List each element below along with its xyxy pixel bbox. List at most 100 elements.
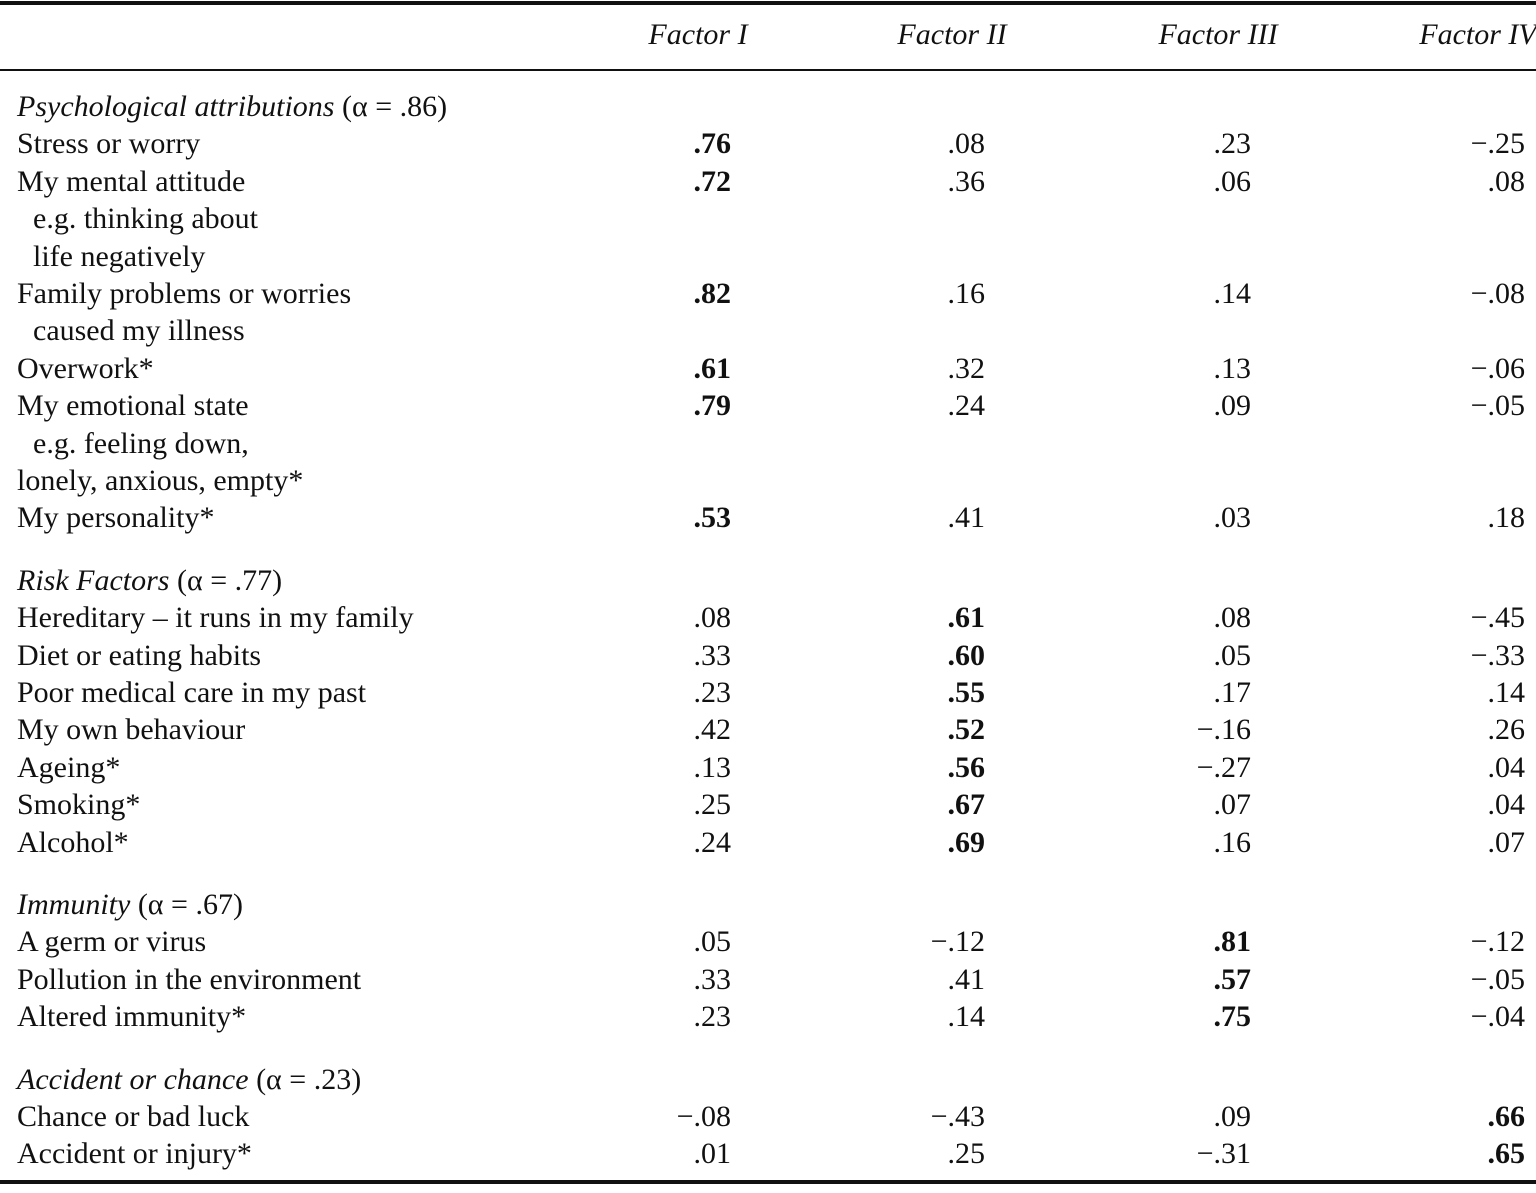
loading-value: .79 [693, 389, 732, 423]
item-label: Pollution in the environment [17, 962, 362, 996]
loading-value: .07 [1487, 825, 1526, 859]
group-heading: Accident or chance (α = .23) [17, 1061, 361, 1098]
loading-value: .69 [947, 825, 986, 859]
loading-value: .75 [1213, 1000, 1252, 1034]
loading-value: .13 [1213, 351, 1252, 385]
loading-value: .52 [947, 713, 986, 747]
loading-value: .25 [947, 1137, 986, 1171]
loading-value: .42 [693, 713, 732, 747]
loading-value: −.43 [930, 1100, 985, 1133]
loading-value: .03 [1213, 501, 1252, 535]
item-label: Ageing* [17, 750, 121, 784]
loading-value: −.04 [1470, 1000, 1525, 1034]
loading-value: .65 [1487, 1137, 1526, 1171]
item-label: Smoking* [17, 788, 141, 822]
item-label: My mental attitude [17, 164, 246, 198]
top-rule [0, 1, 1536, 5]
loading-value: .14 [947, 1000, 986, 1034]
loading-value: .81 [1213, 925, 1252, 959]
bottom-rule [0, 1180, 1536, 1184]
item-label: caused my illness [33, 314, 245, 348]
loading-value: −.12 [1470, 925, 1525, 959]
loading-value: .23 [693, 676, 732, 709]
item-label: Stress or worry [17, 127, 201, 161]
loading-value: −.25 [1470, 127, 1525, 161]
loading-value: .17 [1213, 676, 1252, 709]
loading-value: .01 [693, 1137, 732, 1171]
loading-value: .56 [947, 750, 986, 784]
loading-value: .61 [947, 601, 986, 635]
loading-value: .04 [1487, 750, 1526, 784]
loading-value: .41 [947, 501, 986, 535]
loading-value: .08 [1487, 164, 1526, 198]
loading-value: −.27 [1196, 750, 1251, 784]
item-label: Altered immunity* [17, 1000, 247, 1034]
loading-value: .36 [947, 164, 986, 198]
loading-value: .33 [693, 638, 732, 672]
loading-value: .32 [947, 351, 986, 385]
loading-value: .25 [693, 788, 732, 822]
loading-value: .66 [1487, 1100, 1526, 1133]
loading-value: .55 [947, 676, 986, 709]
item-label: Chance or bad luck [17, 1100, 250, 1133]
group-heading: Immunity (α = .67) [17, 886, 243, 923]
loading-value: .57 [1213, 962, 1252, 996]
group-title: Accident or chance [17, 1062, 249, 1096]
loading-value: −.08 [676, 1100, 731, 1133]
loading-value: .61 [693, 351, 732, 385]
item-label: lonely, anxious, empty* [17, 464, 304, 497]
loading-value: .07 [1213, 788, 1252, 822]
item-label: Diet or eating habits [17, 638, 262, 672]
item-label: Family problems or worries [17, 277, 352, 310]
item-label: Overwork* [17, 351, 154, 385]
column-header: Factor IV [1419, 18, 1536, 51]
loading-value: −.45 [1470, 601, 1525, 635]
loading-value: −.31 [1196, 1137, 1251, 1171]
loading-value: −.05 [1470, 389, 1525, 423]
loading-value: .82 [693, 277, 732, 310]
item-label: My own behaviour [17, 713, 246, 747]
item-label: A germ or virus [17, 925, 207, 959]
group-alpha: (α = .86) [334, 90, 448, 123]
group-alpha: (α = .67) [130, 888, 243, 921]
loading-value: .23 [693, 1000, 732, 1034]
group-heading: Risk Factors (α = .77) [17, 562, 282, 599]
loading-value: .72 [693, 164, 732, 198]
loading-value: .76 [693, 127, 732, 161]
loading-value: .06 [1213, 164, 1252, 198]
loading-value: .08 [1213, 601, 1252, 635]
loading-value: .05 [1213, 638, 1252, 672]
item-label: life negatively [33, 239, 206, 273]
item-label: e.g. feeling down, [33, 426, 249, 460]
loading-value: .16 [1213, 825, 1252, 859]
item-label: Alcohol* [17, 825, 129, 859]
item-label: My personality* [17, 501, 215, 535]
loading-value: .33 [693, 962, 732, 996]
loading-value: −.33 [1470, 638, 1525, 672]
loading-value: .24 [947, 389, 986, 423]
group-heading: Psychological attributions (α = .86) [17, 88, 447, 125]
loading-value: .09 [1213, 389, 1252, 423]
loading-value: −.08 [1470, 277, 1525, 310]
loading-value: .26 [1487, 713, 1526, 747]
group-alpha: (α = .77) [169, 563, 283, 597]
group-title: Psychological attributions [17, 90, 335, 123]
column-header: Factor I [648, 18, 748, 51]
loading-value: .18 [1487, 501, 1526, 535]
loading-value: .16 [947, 277, 986, 310]
item-label: My emotional state [17, 389, 249, 423]
loading-value: .09 [1213, 1100, 1252, 1133]
group-title: Immunity [17, 888, 131, 921]
loading-value: .05 [693, 925, 732, 959]
item-label: e.g. thinking about [33, 202, 258, 236]
loading-value: .67 [947, 788, 986, 822]
loading-value: .53 [693, 501, 732, 535]
header-rule [0, 69, 1536, 71]
item-label: Accident or injury* [17, 1137, 252, 1171]
loading-value: .13 [693, 750, 732, 784]
loading-value: .14 [1487, 676, 1526, 709]
loading-value: .14 [1213, 277, 1252, 310]
group-title: Risk Factors [17, 563, 170, 597]
column-header: Factor III [1158, 18, 1278, 51]
